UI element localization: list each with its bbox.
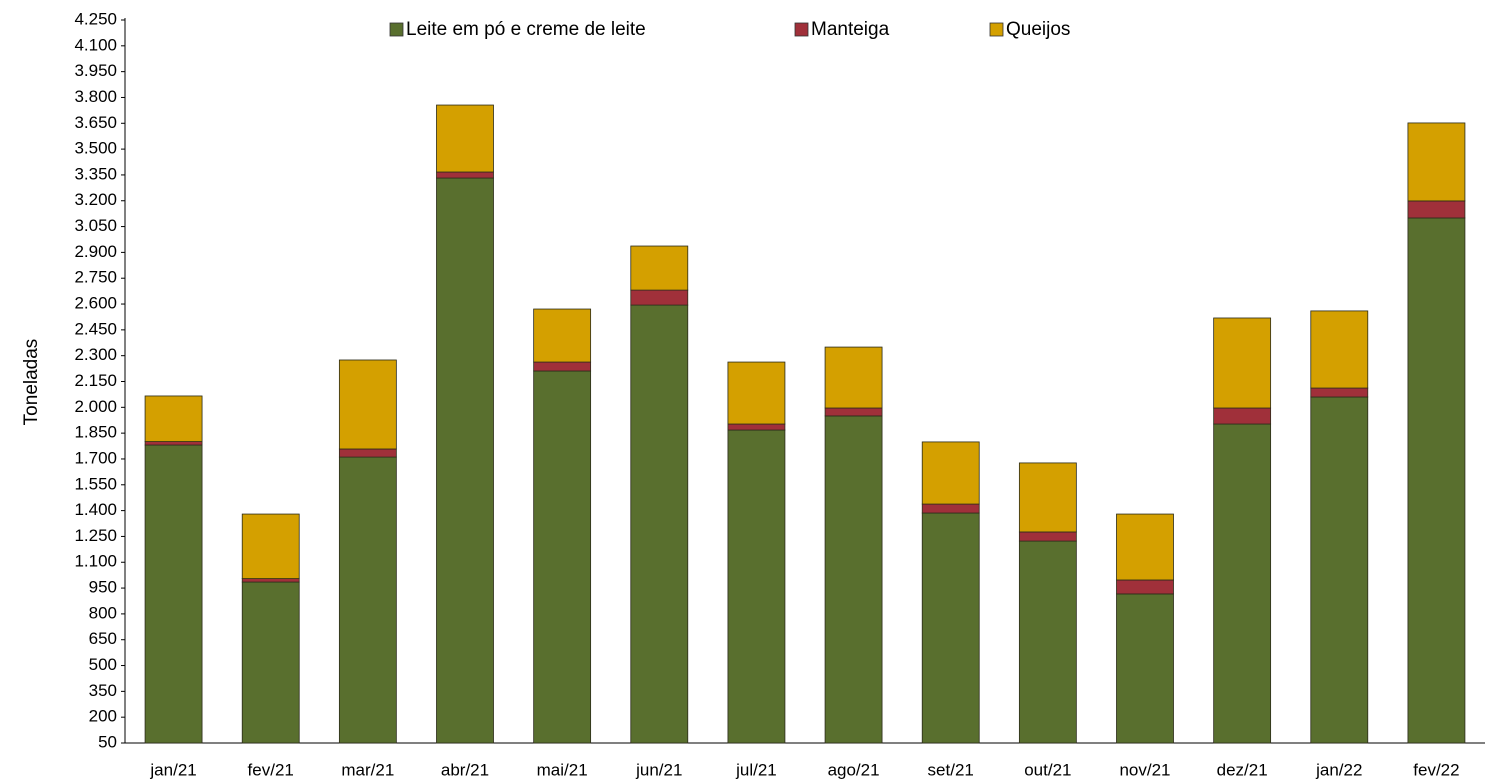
x-tick-label: mai/21: [537, 760, 588, 779]
y-tick-label: 1.400: [74, 500, 117, 519]
bar-segment: [1407, 217, 1466, 744]
bar-segment: [630, 245, 689, 291]
y-tick-label: 1.550: [74, 474, 117, 493]
x-tick-label: nov/21: [1119, 760, 1170, 779]
y-tick-label: 2.150: [74, 371, 117, 390]
y-tick-label: 2.450: [74, 319, 117, 338]
y-tick-label: 3.950: [74, 61, 117, 80]
bar-segment: [436, 177, 494, 744]
bar-segment: [338, 448, 397, 458]
bar-segment: [241, 513, 300, 580]
y-tick-label: 2.300: [74, 345, 117, 364]
bar-segment: [1018, 531, 1077, 542]
y-axis-label: Toneladas: [21, 339, 42, 426]
bar-segment: [1213, 423, 1272, 744]
bar-segment: [921, 441, 980, 505]
bar-segment: [1213, 407, 1272, 425]
y-tick-label: 4.250: [74, 9, 117, 28]
legend-label: Manteiga: [811, 19, 890, 40]
bar-segment: [1310, 396, 1369, 744]
legend-label: Leite em pó e creme de leite: [406, 19, 646, 40]
bar-segment: [1407, 200, 1466, 219]
y-tick-label: 200: [89, 707, 117, 726]
bar-segment: [727, 423, 786, 431]
y-tick-label: 4.100: [74, 35, 117, 54]
y-tick-label: 800: [89, 603, 117, 622]
x-tick-label: jun/21: [635, 760, 682, 779]
bar-segment: [630, 289, 689, 306]
y-tick-label: 3.350: [74, 164, 117, 183]
bar-segment: [436, 171, 494, 179]
bar-segment: [436, 104, 494, 173]
bar-segment: [630, 304, 689, 744]
y-tick-label: 2.750: [74, 268, 117, 287]
legend-swatch: [389, 22, 404, 37]
y-tick-label: 1.250: [74, 526, 117, 545]
bar-segment: [1213, 317, 1272, 409]
y-tick-label: 2.900: [74, 242, 117, 261]
y-tick-label: 3.800: [74, 87, 117, 106]
y-tick-label: 50: [98, 732, 117, 751]
y-tick-label: 1.850: [74, 423, 117, 442]
bar-segment: [533, 308, 592, 363]
bar-segment: [144, 395, 203, 442]
x-tick-label: abr/21: [441, 760, 489, 779]
bar-segment: [921, 512, 980, 744]
legend-swatch: [794, 22, 809, 37]
bar-segment: [1310, 387, 1369, 398]
y-tick-label: 3.050: [74, 216, 117, 235]
y-tick-label: 500: [89, 655, 117, 674]
y-tick-label: 3.200: [74, 190, 117, 209]
bar-segment: [921, 503, 980, 514]
bar-segment: [241, 578, 300, 583]
legend: Leite em pó e creme de leite Manteiga Quei…: [389, 19, 1070, 40]
x-tick-label: ago/21: [828, 760, 880, 779]
bar-segment: [824, 415, 883, 744]
bar-segment: [144, 444, 203, 744]
bar-segment: [338, 359, 397, 450]
bar-segment: [144, 441, 203, 446]
bar-segment: [1116, 513, 1174, 581]
bar-segment: [1407, 122, 1466, 202]
bar-segment: [824, 407, 883, 417]
x-tick-label: jul/21: [735, 760, 777, 779]
x-tick-label: jan/22: [1315, 760, 1362, 779]
y-tick-label: 650: [89, 629, 117, 648]
y-tick-label: 2.600: [74, 294, 117, 313]
bar-segment: [338, 456, 397, 744]
bar-segment: [533, 361, 592, 372]
x-tick-label: fev/21: [248, 760, 294, 779]
bar-segment: [824, 346, 883, 409]
bar-segment: [727, 429, 786, 744]
bar-segment: [727, 361, 786, 425]
bar-segment: [1310, 310, 1369, 389]
x-tick-label: mar/21: [341, 760, 394, 779]
y-tick-label: 950: [89, 578, 117, 597]
legend-label: Queijos: [1006, 19, 1070, 40]
bar-segment: [1018, 540, 1077, 744]
x-tick-label: set/21: [928, 760, 974, 779]
x-tick-label: fev/22: [1413, 760, 1459, 779]
bar-segment: [1018, 462, 1077, 533]
x-tick-label: dez/21: [1217, 760, 1268, 779]
y-tick-label: 2.000: [74, 397, 117, 416]
bar-segment: [1116, 579, 1174, 595]
x-tick-label: out/21: [1024, 760, 1071, 779]
bar-segment: [533, 370, 592, 744]
y-tick-label: 1.100: [74, 552, 117, 571]
bar-segment: [241, 581, 300, 744]
bar-segment: [1116, 593, 1174, 744]
y-tick-label: 1.700: [74, 448, 117, 467]
y-tick-label: 3.500: [74, 139, 117, 158]
legend-swatch: [989, 22, 1004, 37]
y-tick-label: 350: [89, 681, 117, 700]
y-tick-label: 3.650: [74, 113, 117, 132]
x-tick-label: jan/21: [149, 760, 196, 779]
